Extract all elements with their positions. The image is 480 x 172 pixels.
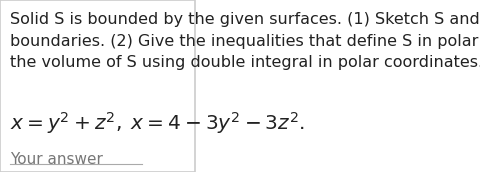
FancyBboxPatch shape (0, 0, 195, 172)
Text: Your answer: Your answer (10, 152, 103, 167)
Text: $x = y^2 + z^2, \; x = 4 - 3y^2 - 3z^2.$: $x = y^2 + z^2, \; x = 4 - 3y^2 - 3z^2.$ (10, 110, 305, 136)
Text: Solid S is bounded by the given surfaces. (1) Sketch S and label it with its
bou: Solid S is bounded by the given surfaces… (10, 12, 480, 70)
